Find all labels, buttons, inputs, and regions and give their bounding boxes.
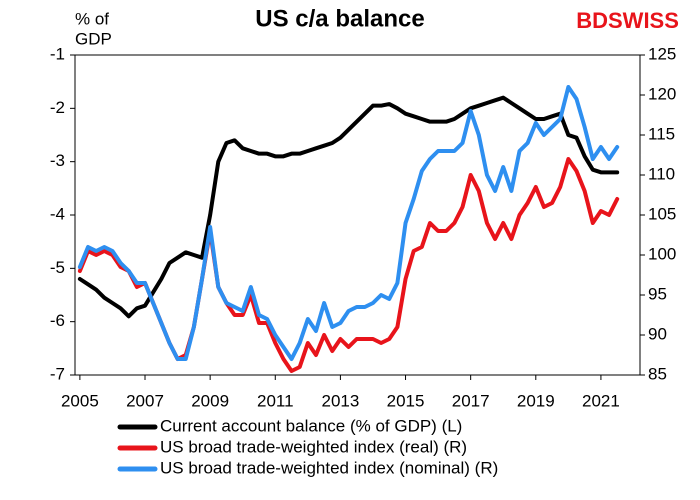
y-tick-label: -6 <box>50 311 65 330</box>
y-tick-label: -1 <box>50 44 65 63</box>
x-tick-label: 2017 <box>452 391 490 410</box>
x-tick-label: 2013 <box>321 391 359 410</box>
plot-frame <box>74 54 641 376</box>
y-tick-label: -5 <box>50 258 65 277</box>
y2-tick-label: 100 <box>648 244 676 263</box>
y-axis-label: % of <box>75 9 109 28</box>
y2-tick-label: 115 <box>648 124 675 143</box>
legend-label: US broad trade-weighted index (real) (R) <box>160 437 467 456</box>
series-line <box>77 95 620 319</box>
series-line <box>77 157 620 373</box>
x-tick-label: 2011 <box>257 391 294 410</box>
chart-title: US c/a balance <box>255 5 424 32</box>
y2-tick-label: 125 <box>648 44 676 63</box>
legend-label: US broad trade-weighted index (nominal) … <box>160 458 498 477</box>
y2-tick-label: 85 <box>648 364 667 383</box>
x-tick-label: 2007 <box>126 391 164 410</box>
y2-tick-label: 105 <box>648 204 676 223</box>
y2-tick-label: 95 <box>648 284 667 303</box>
x-tick-label: 2019 <box>517 391 555 410</box>
y-tick-label: -3 <box>50 151 65 170</box>
x-tick-label: 2015 <box>387 391 425 410</box>
x-tick-label: 2021 <box>582 391 620 410</box>
series-line <box>77 85 620 361</box>
x-tick-label: 2009 <box>191 391 229 410</box>
legend-label: Current account balance (% of GDP) (L) <box>160 416 462 435</box>
y-tick-label: -7 <box>50 364 65 383</box>
y-tick-label: -4 <box>50 204 65 223</box>
y2-tick-label: 90 <box>648 324 667 343</box>
y2-tick-label: 110 <box>648 164 675 183</box>
y2-tick-label: 120 <box>648 84 676 103</box>
logo: BD <box>576 8 608 33</box>
y-axis-label: GDP <box>75 29 112 48</box>
logo: SWISS <box>608 8 679 33</box>
y-tick-label: -2 <box>50 98 65 117</box>
x-tick-label: 2005 <box>61 391 99 410</box>
